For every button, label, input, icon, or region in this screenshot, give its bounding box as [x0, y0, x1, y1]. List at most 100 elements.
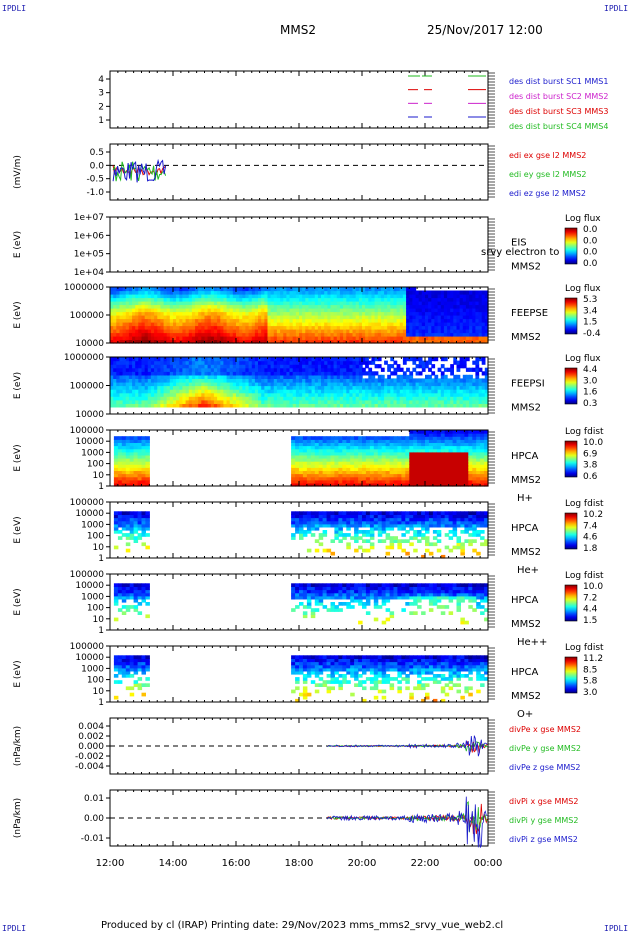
- hpca-he-species-label: He+: [517, 565, 539, 576]
- coverage-legend: des dist burst SC3 MMS3: [509, 107, 608, 116]
- feeps-e-cbar-tick: 1.5: [583, 318, 597, 328]
- feeps-e-spectrogram: [110, 287, 489, 344]
- eis-frame: [109, 216, 489, 273]
- hpca-h-spectrogram: [113, 430, 489, 487]
- hpca-hepp-cbar-tick: 1.5: [583, 616, 597, 626]
- eis-ylabel: E (eV): [13, 231, 23, 258]
- x-tick-label: 14:00: [159, 858, 188, 869]
- hpca-h-ylabel: E (eV): [13, 444, 23, 471]
- divpi-ytick: 0.00: [84, 814, 104, 824]
- feeps-i-cbar-tick: 4.4: [583, 365, 598, 375]
- eis-cbar-title: Log flux: [565, 214, 601, 224]
- corner-tl: IPDLI: [2, 4, 27, 13]
- divpi-trace: [326, 796, 488, 848]
- hpca-o-cbar-tick: 11.2: [583, 654, 603, 664]
- divpi-trace: [327, 803, 488, 835]
- divpe-ytick: 0.004: [78, 722, 104, 732]
- spacecraft-title: MMS2: [280, 23, 316, 37]
- eis-ytick: 1e+06: [74, 231, 105, 241]
- x-tick-label: 00:00: [474, 858, 503, 869]
- x-tick-label: 16:00: [222, 858, 251, 869]
- x-tick-label: 18:00: [285, 858, 314, 869]
- hpca-hepp-instrument-label: HPCA: [511, 595, 539, 606]
- hpca-o-ylabel: E (eV): [13, 660, 23, 687]
- feeps-i-ytick: 100000: [70, 382, 105, 392]
- hpca-hepp-cbar-tick: 4.4: [583, 605, 598, 615]
- hpca-h-ytick: 100: [87, 460, 104, 470]
- hpca-hepp-ytick: 1: [98, 626, 104, 636]
- hpca-he-ytick: 1000: [81, 520, 104, 530]
- feeps-e-cbar-title: Log flux: [565, 284, 601, 294]
- edi-e-legend: edi ez gse l2 MMS2: [509, 189, 586, 198]
- hpca-he-cbar-title: Log fdist: [565, 499, 604, 509]
- divpe-trace: [327, 741, 488, 753]
- hpca-hepp-ytick: 100: [87, 604, 104, 614]
- feeps-i-sc-label: MMS2: [511, 403, 541, 414]
- hpca-he-ytick: 1: [98, 554, 104, 564]
- feeps-e-ylabel: E (eV): [13, 301, 23, 328]
- hpca-hepp-cbar-tick: 7.2: [583, 593, 597, 603]
- feeps-e-instrument-label: FEEPSE: [511, 308, 548, 319]
- eis-overlay: srvy electron to: [481, 247, 559, 258]
- feeps-i-cbar-tick: 0.3: [583, 399, 597, 409]
- hpca-o-instrument-label: HPCA: [511, 667, 539, 678]
- eis-cbar-tick: 0.0: [583, 225, 598, 235]
- divpe-ytick: -0.004: [75, 762, 104, 772]
- hpca-h-cbar-tick: 6.9: [583, 449, 598, 459]
- corner-tr: IPDLI: [604, 4, 629, 13]
- feeps-e-cbar-tick: -0.4: [583, 329, 601, 339]
- hpca-h-sc-label: MMS2: [511, 475, 541, 486]
- hpca-hepp-spectrogram: [113, 583, 489, 625]
- divpi-ytick: -0.01: [81, 834, 104, 844]
- eis-ytick: 1e+05: [74, 250, 104, 260]
- coverage-ytick: 4: [98, 75, 104, 85]
- hpca-o-cbar-tick: 5.8: [583, 677, 598, 687]
- feeps-i-spectrogram: [110, 357, 489, 408]
- hpca-he-cbar-tick: 4.6: [583, 533, 598, 543]
- edi-e-trace: [112, 158, 167, 183]
- corner-br: IPDLI: [604, 924, 629, 933]
- hpca-h-cbar-tick: 0.6: [583, 472, 598, 482]
- hpca-o-ytick: 10: [93, 687, 105, 697]
- feeps-e-ytick: 10000: [75, 339, 104, 349]
- feeps-e-colorbar: [564, 297, 578, 335]
- eis-ytick: 1e+04: [74, 268, 105, 278]
- divpe-legend: divPe z gse MMS2: [509, 763, 580, 772]
- hpca-o-ytick: 1000: [81, 664, 104, 674]
- divpe-ytick: 0.000: [78, 742, 104, 752]
- footer-credit: Produced by cl (IRAP) Printing date: 29/…: [101, 920, 504, 931]
- eis-cbar-tick: 0.0: [583, 259, 598, 269]
- hpca-o-ytick: 100000: [70, 642, 105, 652]
- edi-e-ytick: -1.0: [86, 188, 104, 198]
- date-title: 25/Nov/2017 12:00: [427, 23, 543, 37]
- x-tick-label: 12:00: [96, 858, 125, 869]
- hpca-he-spectrogram: [113, 511, 489, 559]
- hpca-o-cbar-tick: 3.0: [583, 688, 598, 698]
- hpca-h-cbar-tick: 3.8: [583, 461, 598, 471]
- hpca-hepp-species-label: He++: [517, 637, 547, 648]
- hpca-h-ytick: 10000: [75, 437, 104, 447]
- x-tick-label: 20:00: [348, 858, 377, 869]
- feeps-i-ylabel: E (eV): [13, 372, 23, 399]
- hpca-o-ytick: 100: [87, 676, 104, 686]
- divpi-ylabel: (nPa/km): [13, 798, 23, 838]
- hpca-he-ytick: 100000: [70, 498, 105, 508]
- divpi-legend: divPi y gse MMS2: [509, 816, 578, 825]
- divpe-ytick: -0.002: [75, 752, 104, 762]
- eis-sc-label: MMS2: [511, 262, 541, 273]
- hpca-he-cbar-tick: 10.2: [583, 510, 603, 520]
- hpca-hepp-colorbar: [564, 584, 578, 622]
- divpi-ytick: 0.01: [84, 794, 104, 804]
- hpca-o-species-label: O+: [517, 709, 533, 720]
- hpca-hepp-cbar-title: Log fdist: [565, 571, 604, 581]
- hpca-h-instrument-label: HPCA: [511, 451, 539, 462]
- coverage-legend: des dist burst SC4 MMS4: [509, 122, 608, 131]
- divpe-legend: divPe y gse MMS2: [509, 744, 581, 753]
- coverage-frame: [109, 70, 489, 129]
- feeps-i-ytick: 1000000: [64, 353, 104, 363]
- eis-cbar-tick: 0.0: [583, 248, 598, 258]
- feeps-i-cbar-tick: 3.0: [583, 376, 598, 386]
- hpca-o-colorbar: [564, 656, 578, 694]
- corner-bl: IPDLI: [2, 924, 27, 933]
- hpca-he-ylabel: E (eV): [13, 516, 23, 543]
